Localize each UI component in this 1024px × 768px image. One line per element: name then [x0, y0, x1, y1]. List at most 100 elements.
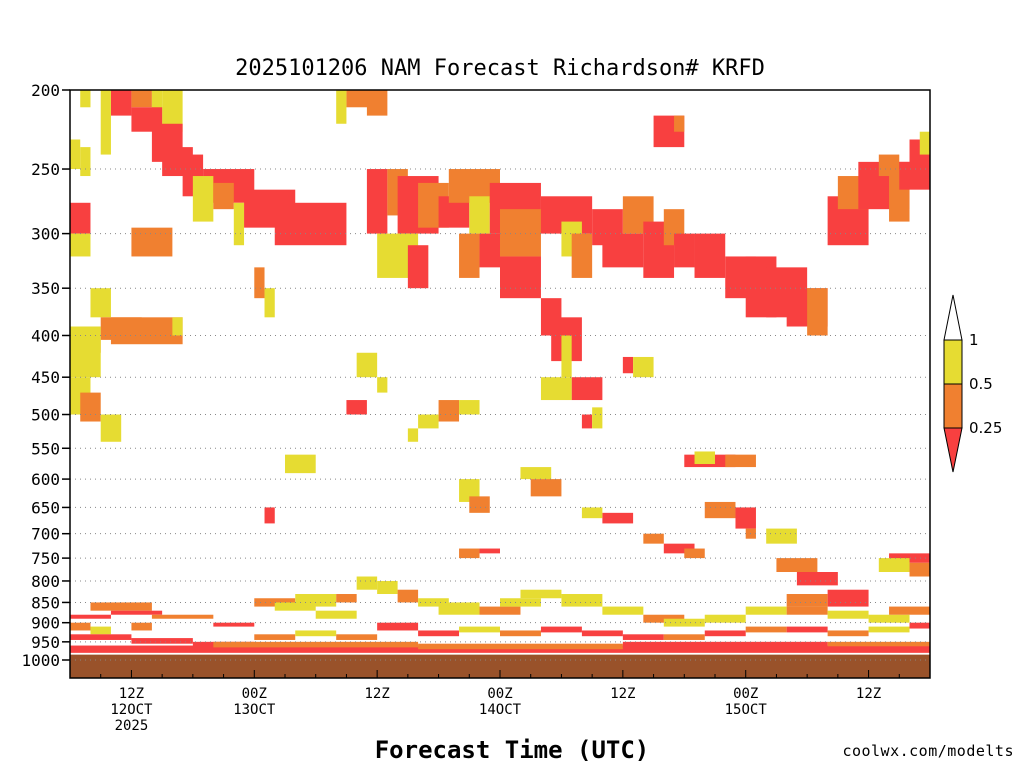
- ri-cell: [254, 267, 265, 299]
- ri-cell: [438, 602, 480, 615]
- ri-cell: [407, 245, 429, 289]
- ri-cell: [213, 622, 255, 627]
- colorbar: 0.25 0.5 1: [943, 294, 1002, 473]
- colorbar-label: 0.5: [969, 375, 993, 393]
- ri-cell: [827, 610, 869, 619]
- x-axis-label: Forecast Time (UTC): [375, 736, 650, 764]
- ri-cell: [315, 610, 357, 619]
- ri-cell: [909, 622, 930, 629]
- ri-cell: [80, 392, 101, 422]
- ri-cell: [581, 414, 593, 429]
- ri-cell: [540, 377, 572, 401]
- ri-cell: [674, 233, 695, 268]
- ri-cell: [796, 572, 838, 586]
- ri-cell: [90, 602, 152, 611]
- ri-cell: [704, 630, 746, 637]
- ri-cell: [735, 507, 756, 529]
- ri-cell: [70, 233, 91, 257]
- ri-cell: [397, 589, 419, 603]
- y-tick-label: 300: [31, 225, 60, 244]
- chart-title: 2025101206 NAM Forecast Richardson# KRFD: [235, 56, 765, 81]
- ri-cell: [80, 147, 91, 177]
- ri-cell: [407, 428, 419, 442]
- ri-cell: [162, 90, 183, 132]
- ri-cell: [100, 414, 122, 442]
- ri-cell: [663, 634, 705, 640]
- ri-cell: [70, 614, 111, 619]
- ri-cell: [356, 352, 378, 378]
- ri-cell: [571, 377, 603, 401]
- ri-cell: [459, 479, 480, 502]
- y-tick-label: 400: [31, 326, 60, 345]
- ri-cell: [725, 454, 756, 468]
- ri-cell: [878, 558, 910, 573]
- x-tick-label: 15OCT: [725, 702, 768, 718]
- ri-cell: [131, 622, 152, 631]
- y-axis: 200 250 300 350 400 450 500 550 600 650 700 750 800 8…: [21, 81, 70, 670]
- ri-cell: [233, 202, 245, 246]
- ri-cell: [264, 288, 275, 318]
- ri-cell: [100, 90, 111, 155]
- x-tick-label: 12Z: [364, 686, 389, 702]
- ri-cell: [366, 169, 388, 234]
- y-tick-label: 750: [31, 549, 60, 568]
- x-tick-label: 12Z: [119, 686, 144, 702]
- ri-cell: [366, 90, 388, 116]
- ri-cell: [80, 90, 91, 108]
- ri-cell: [295, 630, 337, 637]
- ri-cell: [254, 598, 296, 607]
- ri-cell: [438, 400, 460, 422]
- ri-cell: [254, 634, 296, 640]
- ri-cell: [622, 634, 664, 640]
- ri-cell: [285, 454, 316, 474]
- ri-cell: [530, 479, 562, 497]
- ri-cell: [377, 377, 388, 393]
- y-tick-label: 900: [31, 614, 60, 633]
- ri-cell: [131, 90, 152, 108]
- ri-cell: [131, 227, 173, 257]
- colorbar-top-triangle: [943, 294, 963, 341]
- ri-cell: [643, 533, 664, 544]
- ri-cell: [459, 400, 480, 415]
- ri-cell: [336, 634, 378, 640]
- y-tick-label: 650: [31, 498, 60, 517]
- x-tick-label: 13OCT: [233, 702, 276, 718]
- x-tick-label: 00Z: [487, 686, 512, 702]
- y-tick-label: 950: [31, 633, 60, 652]
- ri-cell: [172, 317, 183, 336]
- colorbar-label: 1: [969, 331, 979, 349]
- ri-cell: [110, 317, 183, 345]
- ri-cell: [151, 90, 163, 124]
- ri-cell: [90, 626, 111, 635]
- ri-cell: [684, 548, 705, 559]
- ri-cell: [561, 335, 572, 378]
- y-tick-label: 550: [31, 439, 60, 458]
- y-tick-label: 250: [31, 160, 60, 179]
- ri-cell: [704, 501, 736, 519]
- grid-lines: [70, 89, 930, 661]
- ri-cell: [459, 626, 500, 633]
- ri-cell: [469, 196, 490, 234]
- ri-cell: [192, 176, 214, 222]
- ri-cell: [131, 638, 193, 644]
- ri-cell: [377, 580, 398, 595]
- ri-cell: [602, 606, 644, 615]
- ri-cell: [919, 131, 930, 155]
- ri-cell: [622, 356, 634, 374]
- ri-cell: [459, 233, 480, 278]
- ri-cell: [479, 548, 500, 554]
- ri-cell: [377, 622, 419, 631]
- ri-cell: [336, 90, 347, 124]
- x-tick-label: 12OCT: [110, 702, 153, 718]
- ri-cell: [520, 467, 552, 480]
- ri-cell: [889, 553, 930, 563]
- ri-cell: [346, 400, 367, 415]
- ri-cell: [622, 641, 828, 648]
- y-tick-label: 600: [31, 470, 60, 489]
- ri-cell: [694, 451, 715, 465]
- ri-cell: [70, 634, 132, 640]
- ri-cell: [70, 90, 81, 116]
- ri-cell: [602, 512, 634, 524]
- ri-cell: [581, 630, 623, 637]
- ri-cell: [827, 589, 869, 607]
